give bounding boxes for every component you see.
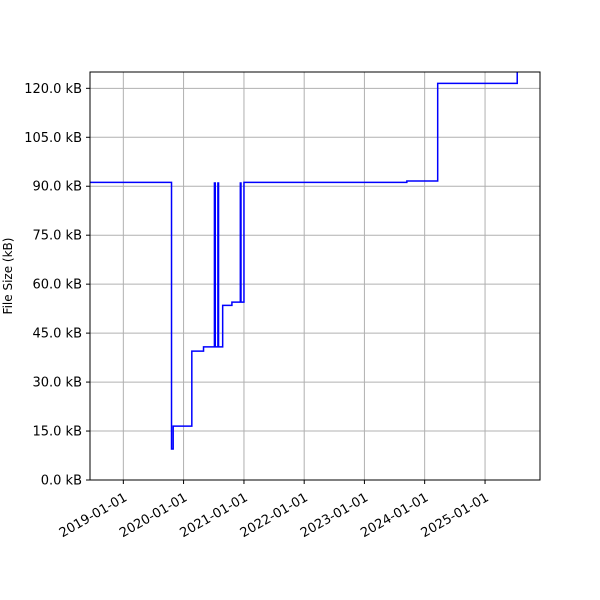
- y-tick-label: 60.0 kB: [32, 278, 82, 293]
- y-tick-label: 105.0 kB: [24, 131, 82, 146]
- grid: [90, 72, 540, 481]
- x-tick-label: 2020-01-01: [117, 490, 190, 541]
- x-tick-label: 2021-01-01: [178, 490, 251, 541]
- y-tick-label: 120.0 kB: [24, 82, 82, 97]
- x-tick-label: 2025-01-01: [419, 490, 492, 541]
- plot-frame: [89, 71, 541, 481]
- y-axis-label: File Size (kB): [1, 238, 15, 315]
- x-axis: 2019-01-012020-01-012021-01-012022-01-01…: [57, 480, 492, 541]
- x-tick-label: 2022-01-01: [238, 490, 311, 541]
- y-tick-label: 75.0 kB: [32, 229, 82, 244]
- y-tick-label: 90.0 kB: [32, 180, 82, 195]
- y-tick-label: 15.0 kB: [32, 425, 82, 440]
- x-tick-label: 2023-01-01: [298, 490, 371, 541]
- series-line: [90, 72, 518, 450]
- series-line-group: [90, 72, 518, 450]
- y-tick-label: 30.0 kB: [32, 376, 82, 391]
- y-axis: 0.0 kB 15.0 kB 30.0 kB 45.0 kB 60.0 kB 75.0 k…: [24, 82, 90, 489]
- y-tick-label: 0.0 kB: [41, 474, 82, 489]
- y-tick-label: 45.0 kB: [32, 327, 82, 342]
- x-tick-label: 2024-01-01: [358, 490, 431, 541]
- x-tick-label: 2019-01-01: [57, 490, 130, 541]
